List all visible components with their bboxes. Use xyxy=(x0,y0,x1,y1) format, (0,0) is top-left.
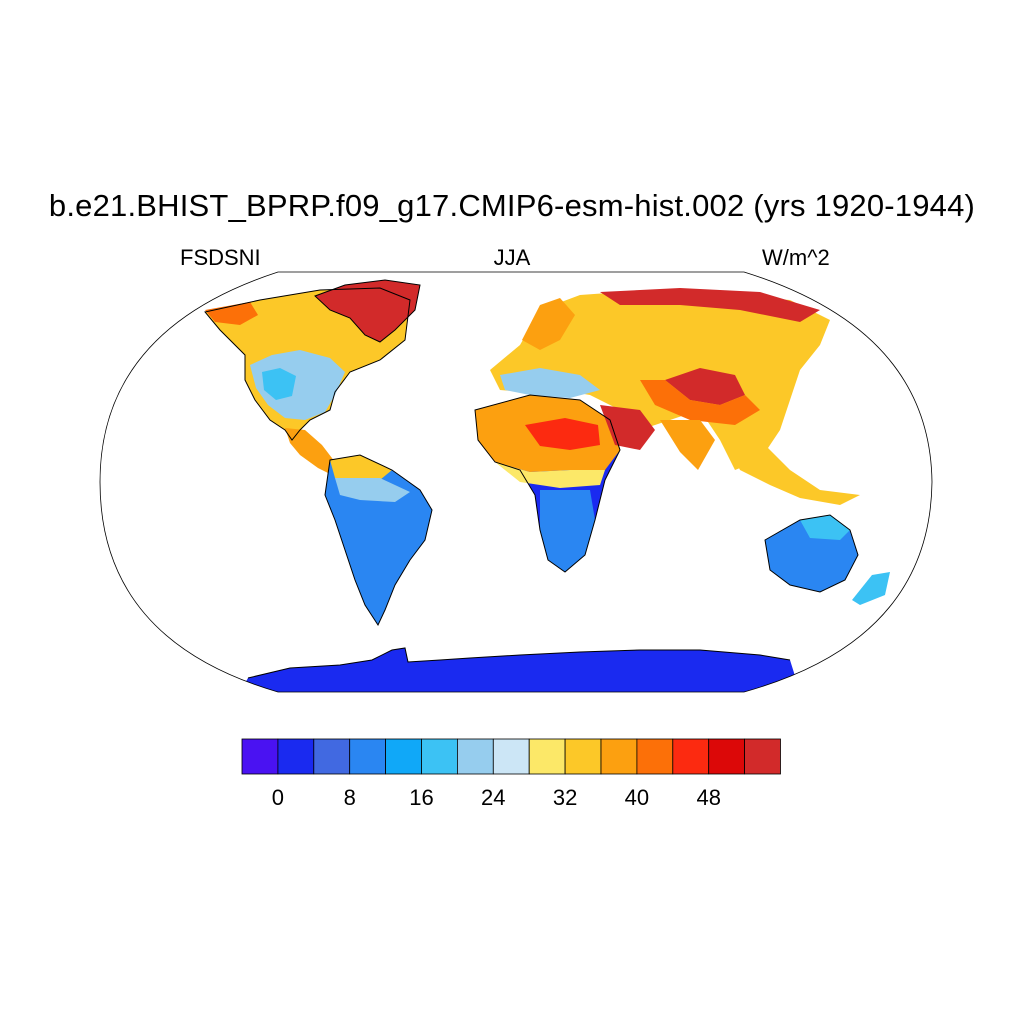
colorbar-box xyxy=(528,738,566,775)
colorbar-box xyxy=(421,738,458,775)
sahel-region xyxy=(495,462,605,488)
colorbar-box xyxy=(241,738,279,775)
scandinavia-region xyxy=(522,298,575,350)
usa-cool-region xyxy=(250,350,345,420)
colorbar-tick-label: 48 xyxy=(696,785,720,810)
india-region xyxy=(660,420,715,470)
central-america-region xyxy=(285,428,335,475)
south-america-mid-region xyxy=(335,478,410,502)
colorbar-box xyxy=(277,738,315,775)
africa-south-region xyxy=(540,490,595,572)
alaska-hot-region xyxy=(205,302,258,325)
colorbar-box xyxy=(385,738,422,775)
mediterranean-cool-region xyxy=(500,368,600,398)
central-asia-hot-region xyxy=(665,368,745,405)
plot-title: b.e21.BHIST_BPRP.f09_g17.CMIP6-esm-hist.… xyxy=(48,188,976,223)
tibet-region xyxy=(640,380,760,425)
sahara-hot-region xyxy=(525,418,600,450)
colorbar-tick-label: 16 xyxy=(409,785,433,810)
siberia-hot-region xyxy=(600,288,820,322)
greenland-region xyxy=(315,280,420,342)
southeast-asia-region xyxy=(720,430,860,505)
colorbar-box xyxy=(600,738,638,775)
units-label: W/m^2 xyxy=(762,245,830,270)
colorbar-tick-label: 32 xyxy=(553,785,577,810)
colorbar-box xyxy=(492,738,530,775)
antarctica-region xyxy=(240,648,800,692)
colorbar-tick-label: 0 xyxy=(272,785,284,810)
south-america-north-region xyxy=(330,455,392,482)
colorbar-box xyxy=(708,738,746,775)
colorbar-box xyxy=(456,738,494,775)
colorbar-box xyxy=(672,738,710,775)
new-zealand-region xyxy=(852,572,890,605)
colorbar-box xyxy=(636,738,674,775)
colorbar-tick-label: 8 xyxy=(344,785,356,810)
colorbar-box xyxy=(349,738,387,775)
arabia-region xyxy=(600,405,655,450)
colorbar-tick-label: 40 xyxy=(625,785,649,810)
map-boundary xyxy=(99,271,933,693)
colorbar-box xyxy=(313,738,351,775)
season-label: JJA xyxy=(493,245,531,270)
usa-deep-cool-region xyxy=(262,368,296,400)
colorbar-tick-label: 24 xyxy=(481,785,505,810)
variable-label: FSDSNI xyxy=(180,245,261,270)
colorbar-box xyxy=(564,738,602,775)
colorbar-box xyxy=(744,738,781,775)
